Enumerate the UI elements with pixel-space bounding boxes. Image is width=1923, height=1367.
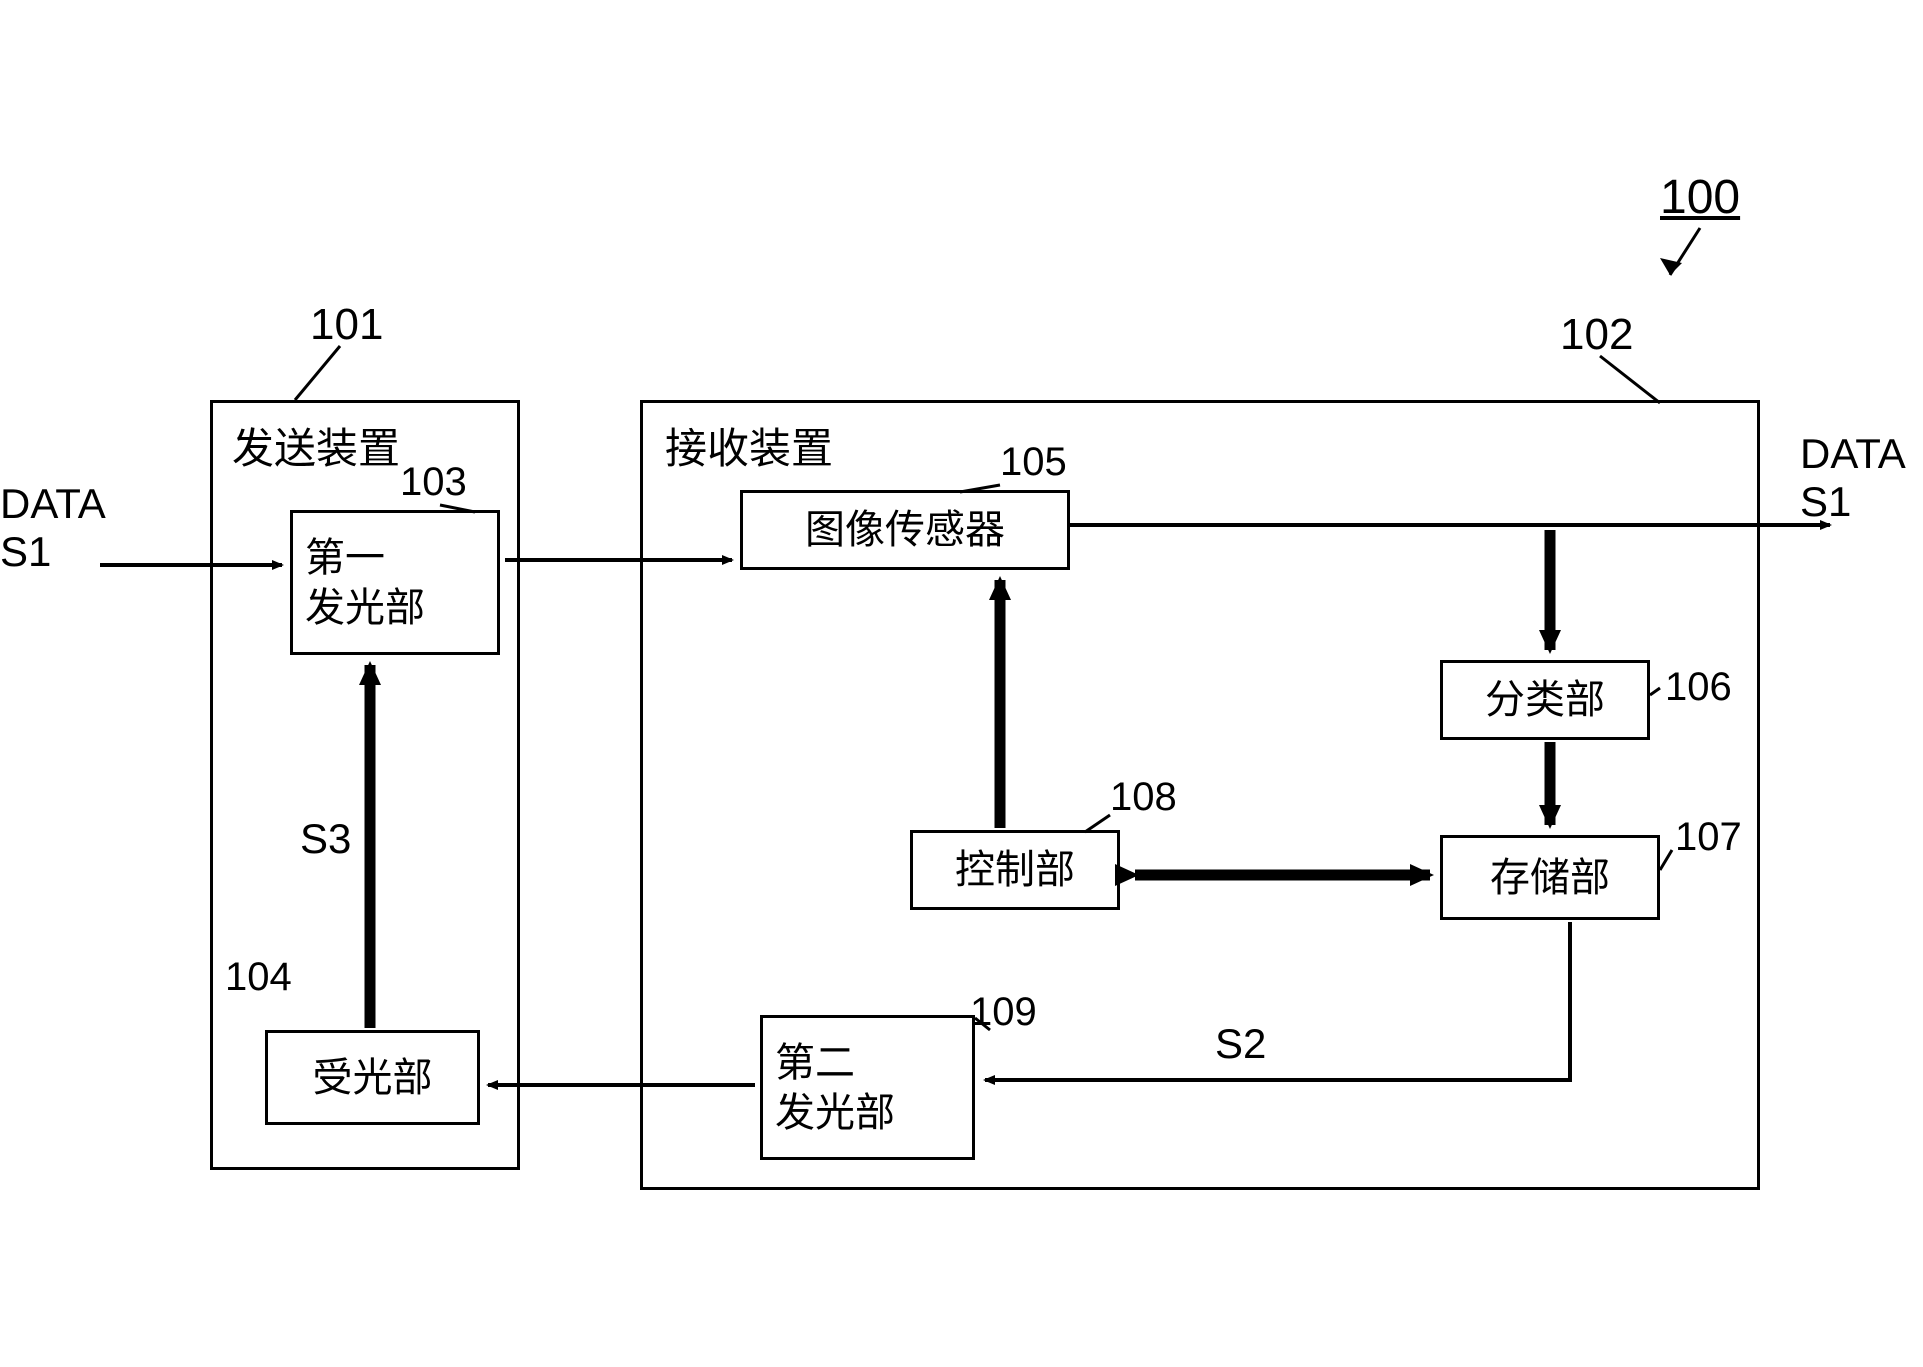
node-109-text: 第二 发光部 xyxy=(775,1038,895,1138)
node-104: 受光部 xyxy=(265,1030,480,1125)
node-106-text: 分类部 xyxy=(1485,675,1605,725)
rx-ref-label: 102 xyxy=(1560,310,1633,360)
node-107: 存储部 xyxy=(1440,835,1660,920)
data-s1-out-label: DATA S1 xyxy=(1800,430,1906,527)
node-109-ref: 109 xyxy=(970,990,1037,1035)
node-109: 第二 发光部 xyxy=(760,1015,975,1160)
tx-ref-label: 101 xyxy=(310,300,383,350)
node-103-text: 第一 发光部 xyxy=(305,533,425,633)
node-107-ref: 107 xyxy=(1675,815,1742,860)
tx-title: 发送装置 xyxy=(232,415,400,476)
s3-label: S3 xyxy=(300,815,351,863)
node-103: 第一 发光部 xyxy=(290,510,500,655)
s2-label: S2 xyxy=(1215,1020,1266,1068)
node-104-text: 受光部 xyxy=(313,1053,433,1103)
node-105: 图像传感器 xyxy=(740,490,1070,570)
node-105-ref: 105 xyxy=(1000,440,1067,485)
node-103-ref: 103 xyxy=(400,460,467,505)
data-s1-in-label: DATA S1 xyxy=(0,480,106,577)
node-104-ref: 104 xyxy=(225,955,292,1000)
node-105-text: 图像传感器 xyxy=(805,505,1005,555)
node-108: 控制部 xyxy=(910,830,1120,910)
node-106: 分类部 xyxy=(1440,660,1650,740)
system-ref-label: 100 xyxy=(1660,170,1740,225)
node-108-ref: 108 xyxy=(1110,775,1177,820)
node-107-text: 存储部 xyxy=(1490,853,1610,903)
rx-title: 接收装置 xyxy=(665,415,833,476)
node-106-ref: 106 xyxy=(1665,665,1732,710)
diagram-canvas: 100 101 发送装置 102 接收装置 第一 发光部 103 受光部 104… xyxy=(0,0,1923,1367)
node-108-text: 控制部 xyxy=(955,845,1075,895)
